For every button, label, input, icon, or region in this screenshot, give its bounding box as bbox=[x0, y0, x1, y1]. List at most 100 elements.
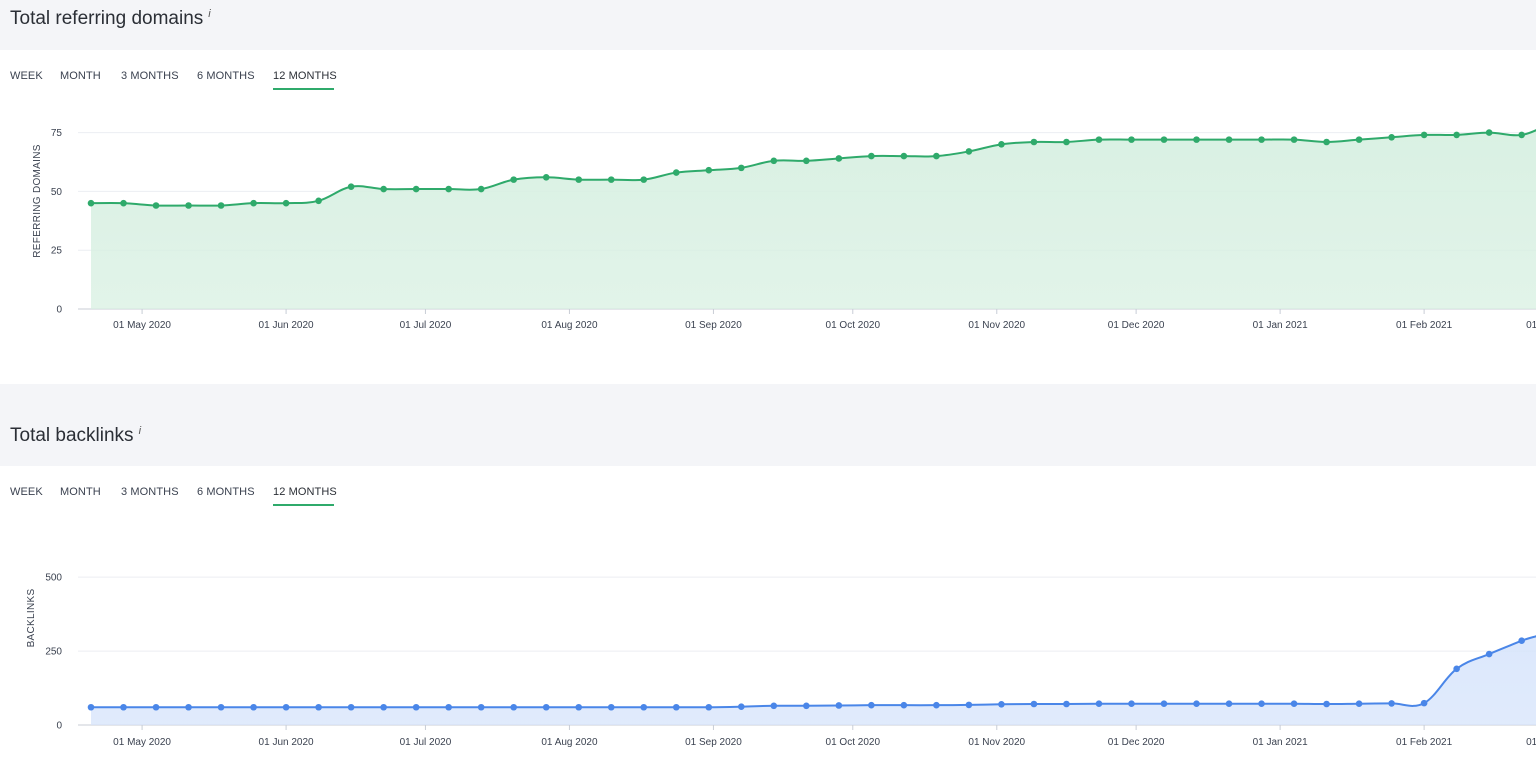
data-point[interactable] bbox=[477, 185, 485, 193]
data-point[interactable] bbox=[770, 157, 778, 165]
tab-6-months[interactable]: 6 MONTHS bbox=[197, 70, 255, 82]
data-point[interactable] bbox=[185, 703, 192, 711]
data-point[interactable] bbox=[1290, 136, 1298, 143]
data-point[interactable] bbox=[965, 148, 973, 155]
data-point[interactable] bbox=[1290, 700, 1298, 708]
data-point[interactable] bbox=[1388, 700, 1395, 707]
info-icon[interactable]: i bbox=[208, 8, 211, 20]
data-point[interactable] bbox=[1193, 700, 1200, 708]
data-point[interactable] bbox=[1355, 700, 1363, 708]
data-point[interactable] bbox=[672, 169, 680, 176]
tab-week[interactable]: WEEK bbox=[10, 486, 43, 498]
data-point[interactable] bbox=[705, 703, 713, 711]
tab-6-months[interactable]: 6 MONTHS bbox=[197, 486, 255, 498]
data-point[interactable] bbox=[607, 176, 615, 183]
data-point[interactable] bbox=[900, 152, 908, 160]
data-point[interactable] bbox=[640, 176, 648, 183]
tab-month[interactable]: MONTH bbox=[60, 486, 101, 498]
data-point[interactable] bbox=[1063, 138, 1070, 146]
data-point[interactable] bbox=[1160, 700, 1168, 708]
data-point[interactable] bbox=[770, 702, 778, 710]
data-point[interactable] bbox=[1323, 700, 1330, 708]
data-point[interactable] bbox=[1420, 699, 1428, 707]
data-point[interactable] bbox=[835, 155, 843, 162]
data-point[interactable] bbox=[510, 176, 517, 183]
data-point[interactable] bbox=[1388, 133, 1395, 141]
data-point[interactable] bbox=[315, 197, 322, 205]
data-point[interactable] bbox=[412, 185, 420, 193]
data-point[interactable] bbox=[803, 157, 810, 165]
data-point[interactable] bbox=[380, 703, 387, 711]
data-point[interactable] bbox=[347, 183, 355, 190]
data-point[interactable] bbox=[1160, 136, 1168, 143]
data-point[interactable] bbox=[607, 703, 615, 711]
data-point[interactable] bbox=[1095, 136, 1103, 143]
tab-3-months[interactable]: 3 MONTHS bbox=[121, 486, 179, 498]
data-point[interactable] bbox=[250, 199, 257, 207]
data-point[interactable] bbox=[705, 166, 713, 174]
tab-month[interactable]: MONTH bbox=[60, 70, 101, 82]
data-point[interactable] bbox=[1355, 136, 1363, 143]
data-point[interactable] bbox=[347, 703, 355, 711]
tab-3-months[interactable]: 3 MONTHS bbox=[121, 70, 179, 82]
data-point[interactable] bbox=[1095, 700, 1103, 708]
data-point[interactable] bbox=[1258, 136, 1265, 143]
data-point[interactable] bbox=[152, 703, 160, 711]
data-point[interactable] bbox=[87, 199, 95, 207]
data-point[interactable] bbox=[868, 701, 875, 709]
data-point[interactable] bbox=[998, 141, 1005, 148]
data-point[interactable] bbox=[1225, 700, 1233, 708]
data-point[interactable] bbox=[217, 703, 225, 711]
data-point[interactable] bbox=[1485, 129, 1493, 136]
data-point[interactable] bbox=[803, 702, 810, 710]
data-point[interactable] bbox=[1030, 700, 1038, 708]
data-point[interactable] bbox=[1453, 131, 1460, 139]
data-point[interactable] bbox=[380, 185, 387, 193]
data-point[interactable] bbox=[575, 176, 583, 183]
data-point[interactable] bbox=[1193, 136, 1200, 143]
data-point[interactable] bbox=[1420, 131, 1428, 139]
tab-12-months[interactable]: 12 MONTHS bbox=[273, 70, 337, 90]
data-point[interactable] bbox=[575, 703, 583, 711]
data-point[interactable] bbox=[1258, 700, 1265, 708]
data-point[interactable] bbox=[1063, 700, 1070, 708]
data-point[interactable] bbox=[542, 173, 550, 181]
data-point[interactable] bbox=[900, 701, 908, 709]
data-point[interactable] bbox=[185, 202, 192, 209]
data-point[interactable] bbox=[1518, 131, 1525, 139]
data-point[interactable] bbox=[640, 703, 648, 711]
data-point[interactable] bbox=[933, 701, 940, 709]
data-point[interactable] bbox=[933, 152, 940, 160]
data-point[interactable] bbox=[868, 152, 875, 160]
data-point[interactable] bbox=[1128, 136, 1135, 143]
data-point[interactable] bbox=[1323, 138, 1330, 146]
data-point[interactable] bbox=[1453, 665, 1460, 673]
data-point[interactable] bbox=[315, 703, 322, 711]
data-point[interactable] bbox=[412, 703, 420, 711]
data-point[interactable] bbox=[282, 199, 290, 207]
tab-week[interactable]: WEEK bbox=[10, 70, 43, 82]
data-point[interactable] bbox=[1225, 136, 1233, 143]
data-point[interactable] bbox=[120, 703, 127, 711]
data-point[interactable] bbox=[477, 703, 485, 711]
data-point[interactable] bbox=[445, 703, 452, 711]
data-point[interactable] bbox=[217, 202, 225, 209]
data-point[interactable] bbox=[738, 703, 745, 710]
data-point[interactable] bbox=[250, 703, 257, 711]
data-point[interactable] bbox=[1128, 700, 1135, 708]
data-point[interactable] bbox=[445, 185, 452, 193]
tab-12-months[interactable]: 12 MONTHS bbox=[273, 486, 337, 506]
data-point[interactable] bbox=[1030, 138, 1038, 146]
data-point[interactable] bbox=[998, 701, 1005, 708]
data-point[interactable] bbox=[152, 202, 160, 209]
data-point[interactable] bbox=[510, 703, 517, 711]
data-point[interactable] bbox=[542, 703, 550, 711]
data-point[interactable] bbox=[672, 703, 680, 711]
data-point[interactable] bbox=[965, 701, 973, 709]
data-point[interactable] bbox=[282, 703, 290, 711]
data-point[interactable] bbox=[87, 703, 95, 711]
data-point[interactable] bbox=[120, 199, 127, 207]
data-point[interactable] bbox=[835, 702, 843, 709]
data-point[interactable] bbox=[1485, 650, 1493, 658]
data-point[interactable] bbox=[738, 164, 745, 172]
